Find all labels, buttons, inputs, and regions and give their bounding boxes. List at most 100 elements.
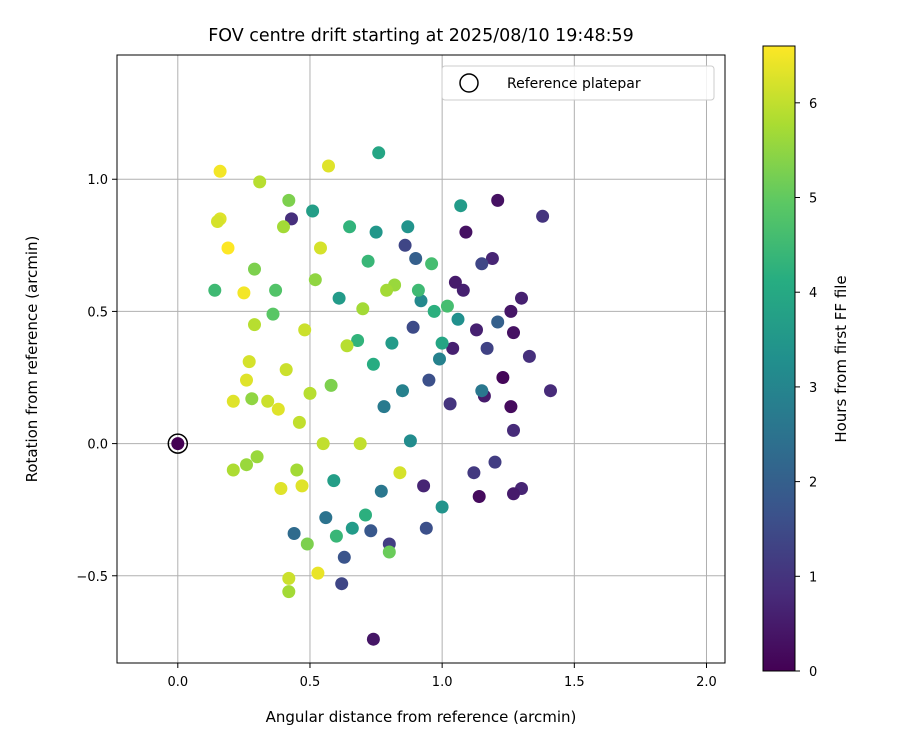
plot-frame bbox=[116, 54, 726, 664]
data-point bbox=[393, 466, 407, 480]
data-point bbox=[208, 283, 222, 297]
data-point bbox=[343, 220, 357, 234]
data-point bbox=[425, 257, 439, 271]
data-point bbox=[427, 304, 441, 318]
legend-reference-marker bbox=[459, 73, 479, 93]
data-point bbox=[292, 415, 306, 429]
data-point bbox=[335, 577, 349, 591]
data-point bbox=[398, 238, 412, 252]
data-point bbox=[237, 286, 251, 300]
x-tick-label: 1.5 bbox=[564, 675, 585, 690]
legend-box bbox=[441, 65, 715, 101]
y-tick-label: 0.0 bbox=[87, 438, 108, 453]
data-point bbox=[536, 209, 550, 223]
data-point bbox=[266, 307, 280, 321]
plot-background bbox=[117, 55, 725, 663]
data-point bbox=[226, 463, 240, 477]
data-point bbox=[250, 450, 264, 464]
data-point bbox=[279, 363, 293, 377]
data-point bbox=[504, 400, 518, 414]
data-point bbox=[504, 304, 518, 318]
data-point bbox=[369, 225, 383, 239]
data-point bbox=[308, 273, 322, 287]
data-point bbox=[300, 537, 314, 551]
colorbar-gradient bbox=[762, 45, 796, 672]
data-point bbox=[171, 437, 185, 451]
data-point bbox=[507, 423, 520, 437]
data-point bbox=[345, 521, 359, 535]
data-point bbox=[440, 299, 454, 313]
data-point bbox=[332, 291, 346, 305]
data-point bbox=[507, 487, 520, 501]
data-point bbox=[409, 252, 423, 265]
data-point bbox=[242, 355, 256, 369]
data-point bbox=[359, 508, 372, 522]
colorbar-tick-label: 6 bbox=[809, 97, 817, 112]
data-point bbox=[211, 215, 224, 228]
data-point bbox=[351, 334, 365, 347]
data-point bbox=[287, 527, 301, 540]
data-point bbox=[496, 371, 510, 384]
data-point bbox=[491, 193, 505, 207]
data-point bbox=[433, 352, 446, 366]
data-point bbox=[285, 212, 298, 226]
colorbar-label: Hours from first FF file bbox=[832, 275, 850, 442]
data-point bbox=[282, 193, 296, 207]
data-point bbox=[271, 402, 285, 416]
data-point bbox=[377, 400, 391, 414]
y-tick-label: 1.0 bbox=[87, 173, 108, 188]
data-point bbox=[459, 225, 473, 239]
data-point bbox=[269, 283, 283, 297]
y-axis-label: Rotation from reference (arcmin) bbox=[23, 236, 41, 483]
chart-title: FOV centre drift starting at 2025/08/10 … bbox=[208, 26, 634, 46]
data-point bbox=[491, 315, 505, 329]
y-tick-label: −0.5 bbox=[76, 570, 108, 585]
colorbar-tick-label: 5 bbox=[809, 192, 817, 207]
data-point bbox=[221, 241, 235, 255]
data-point bbox=[406, 320, 420, 334]
data-point bbox=[261, 394, 275, 408]
data-point bbox=[380, 283, 394, 297]
data-point bbox=[403, 434, 417, 448]
data-point bbox=[248, 318, 261, 332]
data-point bbox=[274, 482, 288, 495]
colorbar-ticks: 0 1 2 3 4 5 6 bbox=[795, 97, 817, 680]
colorbar-tick-label: 0 bbox=[809, 665, 817, 680]
x-tick-label: 1.0 bbox=[432, 675, 453, 690]
data-point bbox=[340, 339, 354, 353]
data-point bbox=[303, 386, 317, 400]
data-point bbox=[451, 312, 465, 326]
data-point bbox=[472, 490, 486, 503]
y-axis-ticks: −0.5 0.0 0.5 1.0 bbox=[76, 173, 117, 585]
data-point bbox=[245, 392, 259, 406]
x-tick-label: 2.0 bbox=[696, 675, 717, 690]
data-point bbox=[372, 146, 386, 160]
data-point bbox=[515, 291, 528, 305]
reference-platepar-marker bbox=[167, 433, 189, 454]
data-point bbox=[411, 283, 425, 297]
data-point bbox=[374, 484, 388, 498]
colorbar-tick-label: 3 bbox=[809, 381, 817, 396]
data-point bbox=[240, 458, 253, 472]
data-point bbox=[396, 384, 409, 398]
data-point bbox=[356, 302, 370, 316]
data-point bbox=[366, 632, 380, 646]
data-point bbox=[298, 323, 312, 337]
data-point bbox=[324, 378, 338, 392]
data-point bbox=[319, 511, 333, 525]
plot-area: 0.0 0.5 1.0 1.5 2.0 −0.5 0.0 0.5 1.0 bbox=[76, 54, 726, 690]
data-point bbox=[290, 463, 304, 477]
x-axis-label: Angular distance from reference (arcmin) bbox=[266, 708, 577, 726]
data-point bbox=[282, 571, 296, 585]
data-point bbox=[470, 323, 483, 337]
colorbar-tick-label: 4 bbox=[809, 286, 817, 301]
data-point bbox=[485, 252, 499, 265]
data-point bbox=[329, 529, 343, 543]
data-point bbox=[443, 397, 457, 411]
data-point bbox=[417, 479, 431, 493]
colorbar: 0 1 2 3 4 5 6 Hours from first FF file bbox=[762, 45, 850, 680]
data-point bbox=[507, 326, 520, 340]
legend-label-reference: Reference platepar bbox=[507, 76, 641, 92]
data-point bbox=[544, 384, 557, 398]
data-point bbox=[456, 283, 470, 297]
